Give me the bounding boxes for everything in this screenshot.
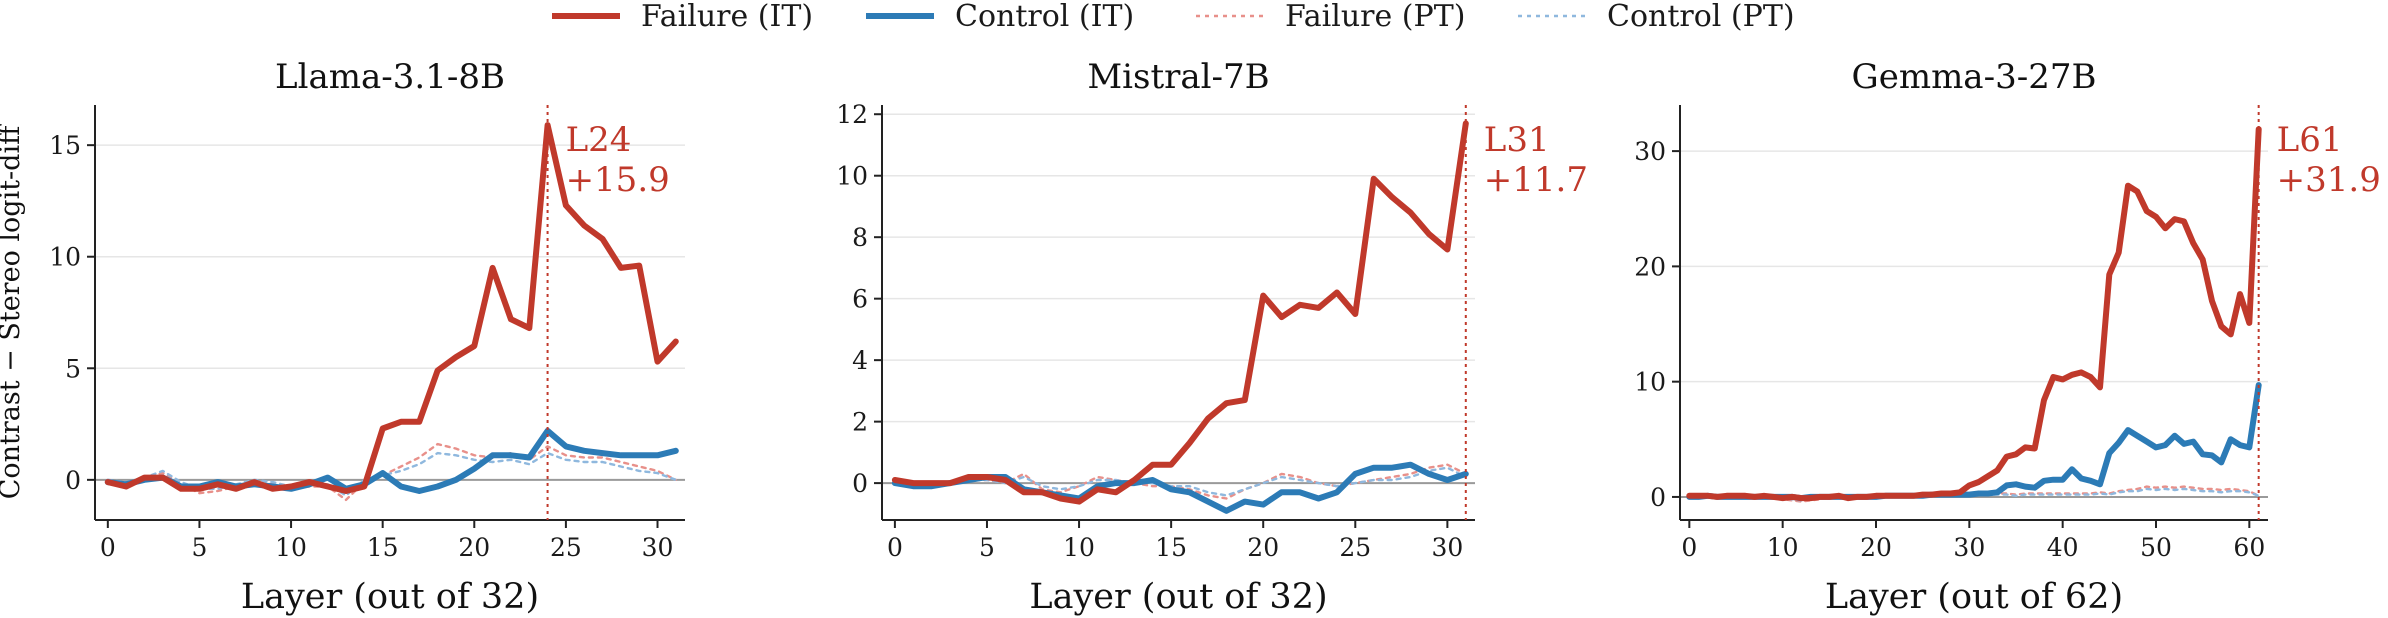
- series-line-control-pt: [893, 466, 1468, 497]
- legend-entry: Failure (IT): [552, 0, 813, 34]
- x-tick-label: 20: [458, 533, 490, 562]
- series-line-control-it: [104, 427, 679, 494]
- x-axis-label: Layer (out of 32): [1029, 577, 1327, 617]
- x-tick-label: 0: [887, 533, 903, 562]
- legend: Failure (IT) Control (IT) Failure (PT) Cont…: [552, 0, 1795, 34]
- legend-label: Control (IT): [955, 0, 1134, 34]
- y-tick-label: 0: [852, 469, 868, 498]
- x-tick-label: 10: [1767, 533, 1799, 562]
- y-tick-label: 30: [1634, 137, 1666, 166]
- x-tick-label: 25: [1339, 533, 1371, 562]
- x-tick-label: 60: [2233, 533, 2265, 562]
- series-line-failure-it: [1686, 126, 2262, 502]
- series-line-failure-it: [891, 120, 1469, 505]
- chart-title: Llama-3.1-8B: [275, 57, 505, 97]
- y-tick-label: 10: [1634, 368, 1666, 397]
- chart-title: Gemma-3-27B: [1852, 57, 2097, 97]
- x-tick-label: 5: [191, 533, 207, 562]
- x-tick-label: 5: [979, 533, 995, 562]
- peak-value-label: +15.9: [566, 160, 670, 200]
- x-tick-label: 10: [1063, 533, 1095, 562]
- legend-label: Failure (PT): [1285, 0, 1465, 34]
- y-tick-label: 10: [49, 243, 81, 272]
- x-tick-label: 30: [1953, 533, 1985, 562]
- x-tick-label: 20: [1247, 533, 1279, 562]
- legend-entry: Control (IT): [866, 0, 1134, 34]
- y-tick-label: 0: [1650, 483, 1666, 512]
- legend-label: Control (PT): [1607, 0, 1795, 34]
- chart-panel: 0 5 10 15 20 25 30 0 5 10 15 L24+15.9 Llama-3.1-8B La…: [0, 57, 685, 617]
- chart-panel: 0 10 20 30 40 50 60 0 10 20 30 L61+31.9 Gemma-3-27B L…: [1634, 57, 2381, 617]
- x-tick-label: 25: [550, 533, 582, 562]
- y-tick-label: 5: [65, 354, 81, 383]
- x-tick-label: 15: [367, 533, 399, 562]
- x-tick-label: 10: [275, 533, 307, 562]
- x-tick-label: 40: [2047, 533, 2079, 562]
- x-tick-label: 0: [100, 533, 116, 562]
- series-line-failure-it: [104, 122, 679, 494]
- x-tick-label: 15: [1155, 533, 1187, 562]
- series-line-failure-pt: [1688, 485, 2260, 503]
- y-tick-label: 15: [49, 131, 81, 160]
- x-axis-label: Layer (out of 32): [241, 577, 539, 617]
- y-tick-label: 10: [836, 162, 868, 191]
- legend-entry: Control (PT): [1518, 0, 1795, 34]
- y-tick-label: 4: [852, 346, 868, 375]
- peak-layer-label: L61: [2277, 120, 2343, 160]
- peak-layer-label: L24: [566, 120, 632, 160]
- legend-label: Failure (IT): [641, 0, 813, 34]
- peak-layer-label: L31: [1484, 120, 1550, 160]
- peak-value-label: +31.9: [2277, 160, 2381, 200]
- y-tick-label: 20: [1634, 252, 1666, 281]
- y-tick-label: 0: [65, 466, 81, 495]
- chart-title: Mistral-7B: [1087, 57, 1269, 97]
- x-tick-label: 50: [2140, 533, 2172, 562]
- y-tick-label: 8: [852, 223, 868, 252]
- peak-value-label: +11.7: [1484, 160, 1588, 200]
- series-line-failure-pt: [106, 442, 677, 502]
- chart-panel: 0 5 10 15 20 25 30 0 2 4 6 8 10 12 L31+11.7 Mistral-7B L…: [836, 57, 1588, 617]
- y-tick-label: 2: [852, 408, 868, 437]
- y-tick-label: 12: [836, 100, 868, 129]
- x-tick-label: 30: [642, 533, 674, 562]
- x-tick-label: 30: [1431, 533, 1463, 562]
- y-axis-label: Contrast − Stereo logit-diff: [0, 124, 26, 499]
- y-tick-label: 6: [852, 285, 868, 314]
- x-axis-label: Layer (out of 62): [1825, 577, 2123, 617]
- x-tick-label: 20: [1860, 533, 1892, 562]
- legend-entry: Failure (PT): [1196, 0, 1465, 34]
- x-tick-label: 0: [1681, 533, 1697, 562]
